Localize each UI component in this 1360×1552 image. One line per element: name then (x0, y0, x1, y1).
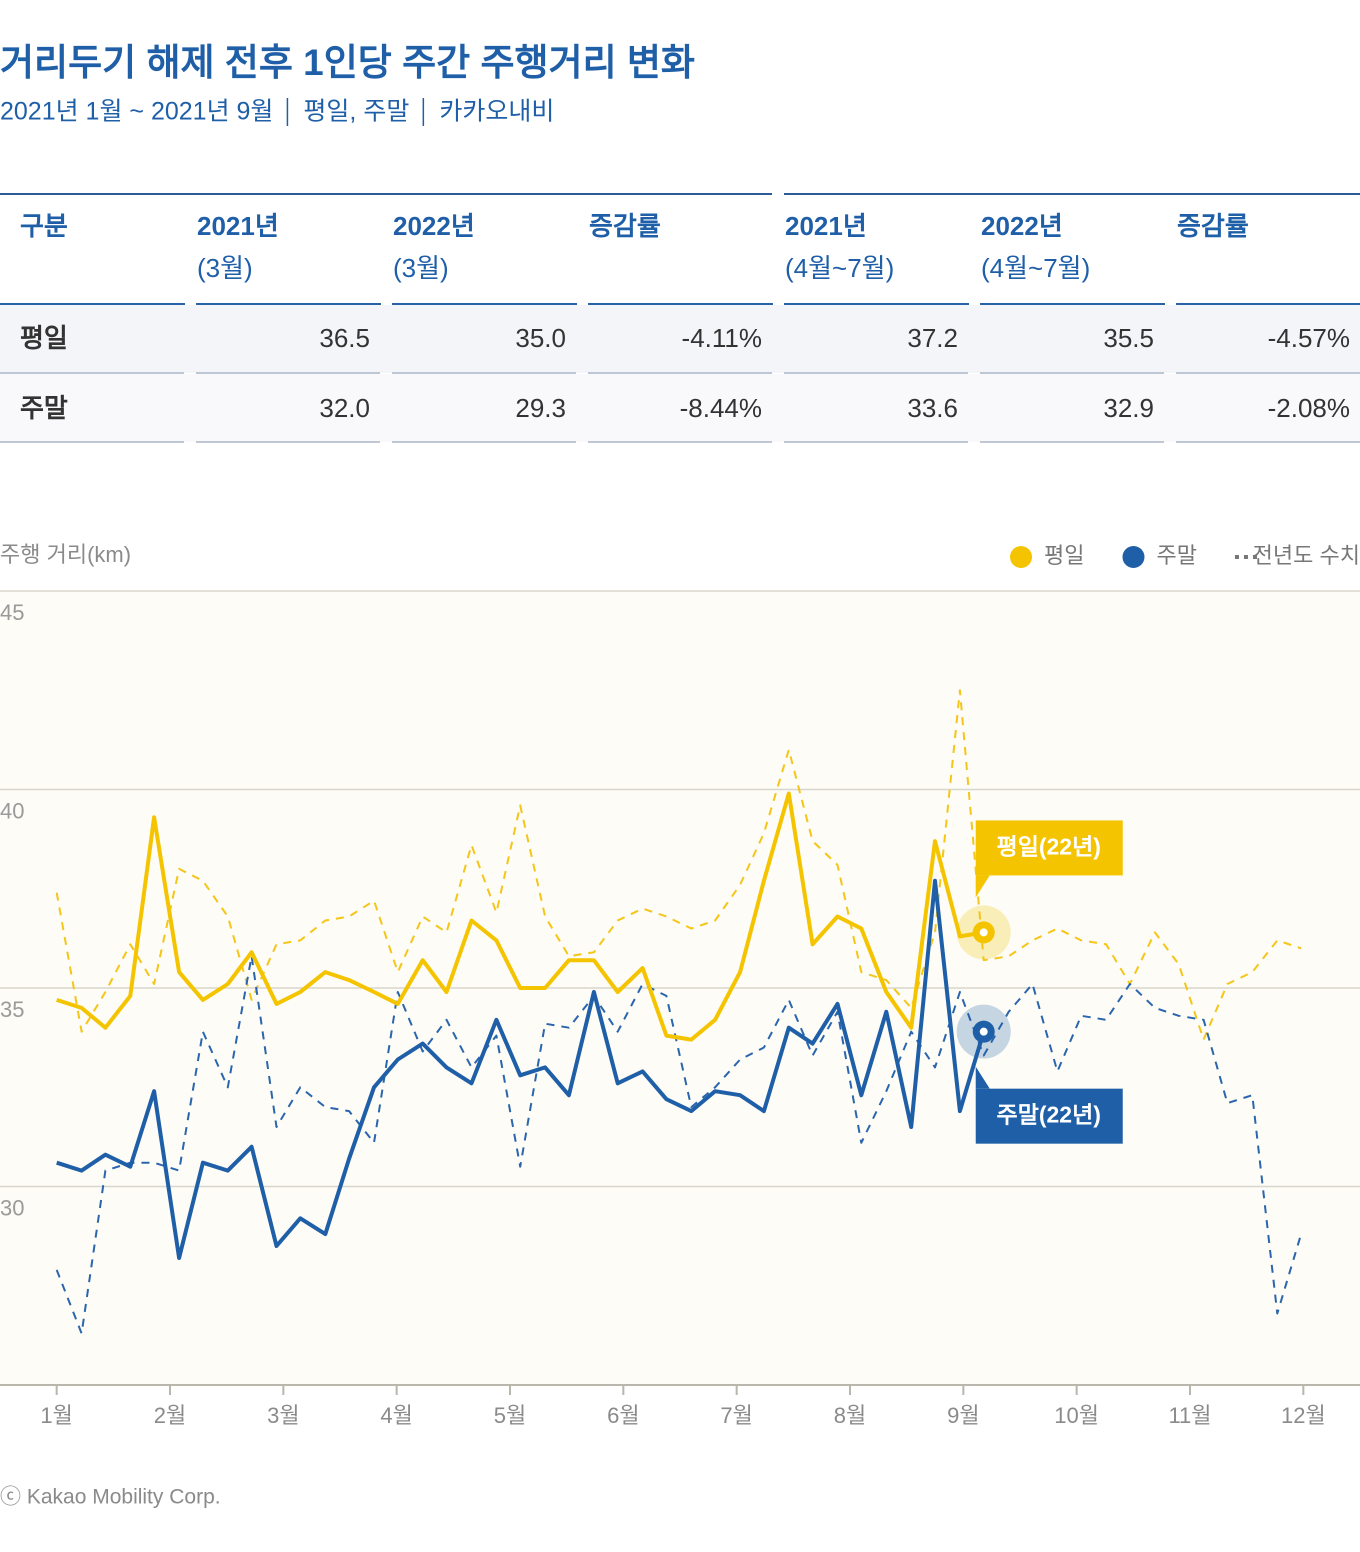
prev-year-line (55, 689, 1302, 1041)
table-header: 2021년 (785, 211, 867, 241)
y-tick-label: 40 (0, 798, 24, 823)
table-header: 2022년 (393, 211, 475, 241)
row-bg (0, 374, 1360, 442)
table-header: 구분 (20, 211, 68, 241)
table-cell: 33.6 (907, 393, 958, 423)
row-label: 주말 (20, 393, 68, 423)
table-cell: -8.44% (680, 393, 762, 423)
legend-label: 전년도 수치 (1253, 543, 1360, 568)
y-tick-label: 35 (0, 997, 24, 1022)
callout-box (975, 1088, 1123, 1144)
table-header: (4월~7월) (981, 253, 1090, 283)
table-cell: 35.5 (1103, 323, 1154, 353)
legend-swatch (1010, 546, 1032, 568)
x-tick-label: 8월 (834, 1403, 866, 1428)
table-header: (4월~7월) (785, 253, 894, 283)
y-tick-label: 30 (0, 1195, 24, 1220)
callout-label: 주말(22년) (997, 1102, 1101, 1128)
prev-year-line (55, 955, 1303, 1335)
x-tick-label: 6월 (607, 1403, 639, 1428)
x-tick-label: 5월 (494, 1403, 526, 1428)
x-tick-label: 12월 (1281, 1403, 1326, 1428)
series-line (56, 878, 986, 1260)
table-header: 증감률 (1177, 211, 1249, 241)
y-tick-label: 45 (0, 600, 24, 625)
legend-swatch (1122, 546, 1145, 568)
table-header: (3월) (197, 253, 253, 283)
callout-box (975, 820, 1123, 876)
x-tick-label: 9월 (947, 1403, 979, 1428)
callout-pointer (975, 1066, 990, 1089)
subtitle: 평일, 주말 (303, 98, 409, 126)
table-cell: -2.08% (1268, 393, 1350, 423)
table-cell: -4.11% (682, 323, 762, 353)
callout-pointer (975, 875, 990, 898)
table-cell: 32.9 (1103, 393, 1154, 423)
x-tick-label: 4월 (380, 1403, 412, 1428)
end-marker-dot (979, 1027, 988, 1036)
x-tick-label: 7월 (720, 1403, 752, 1428)
table-cell: 36.5 (319, 323, 370, 353)
table-cell: 29.3 (515, 393, 566, 423)
subtitle: 카카오내비 (439, 98, 554, 126)
callout-label: 평일(22년) (997, 833, 1101, 859)
x-tick-label: 3월 (267, 1403, 299, 1428)
legend-label: 주말 (1156, 543, 1196, 568)
table-cell: -4.57% (1268, 323, 1350, 353)
x-tick-label: 1월 (40, 1403, 72, 1428)
legend-label: 평일 (1044, 543, 1084, 568)
table-header: 2022년 (981, 211, 1063, 241)
table-cell: 35.0 (515, 323, 566, 353)
row-bg (0, 305, 1360, 373)
footer: ⓒ Kakao Mobility Corp. (0, 1486, 221, 1509)
series-line (56, 791, 985, 1042)
table-header: 증감률 (589, 211, 661, 241)
table-cell: 37.2 (907, 323, 958, 353)
end-marker-dot (979, 928, 988, 937)
table-cell: 32.0 (319, 393, 370, 423)
x-tick-label: 10월 (1054, 1403, 1099, 1428)
subtitle: 2021년 1월 ~ 2021년 9월 (0, 98, 273, 126)
y-axis-label: 주행 거리(km) (0, 542, 131, 567)
row-label: 평일 (20, 323, 68, 353)
x-tick-label: 2월 (154, 1403, 186, 1428)
x-tick-label: 11월 (1168, 1403, 1211, 1428)
title: 거리두기 해제 전후 1인당 주간 주행거리 변화 (0, 42, 695, 83)
table-header: 2021년 (197, 211, 279, 241)
table-header: (3월) (393, 253, 449, 283)
